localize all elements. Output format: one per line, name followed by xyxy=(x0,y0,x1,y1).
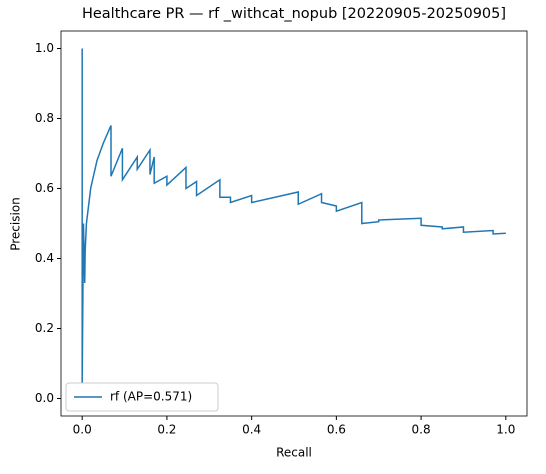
chart-title: Healthcare PR — rf _withcat_nopub [20220… xyxy=(82,6,506,22)
pr-curve xyxy=(81,48,506,385)
x-tick-label: 0.0 xyxy=(73,423,92,437)
x-axis-label: Recall xyxy=(276,446,312,460)
y-tick-label: 0.6 xyxy=(35,181,54,195)
legend-box xyxy=(65,382,219,412)
x-tick-label: 1.0 xyxy=(496,423,515,437)
x-tick-label: 0.4 xyxy=(242,423,261,437)
plot-frame xyxy=(60,30,528,417)
y-tick-label: 0.0 xyxy=(35,391,54,405)
x-tick-label: 0.2 xyxy=(157,423,176,437)
y-tick-label: 1.0 xyxy=(35,41,54,55)
y-tick-label: 0.4 xyxy=(35,251,54,265)
x-tick-label: 0.6 xyxy=(327,423,346,437)
y-axis-label: Precision xyxy=(9,197,23,251)
y-tick-label: 0.8 xyxy=(35,111,54,125)
y-tick-label: 0.2 xyxy=(35,321,54,335)
x-tick-label: 0.8 xyxy=(412,423,431,437)
legend-label: rf (AP=0.571) xyxy=(110,390,192,404)
